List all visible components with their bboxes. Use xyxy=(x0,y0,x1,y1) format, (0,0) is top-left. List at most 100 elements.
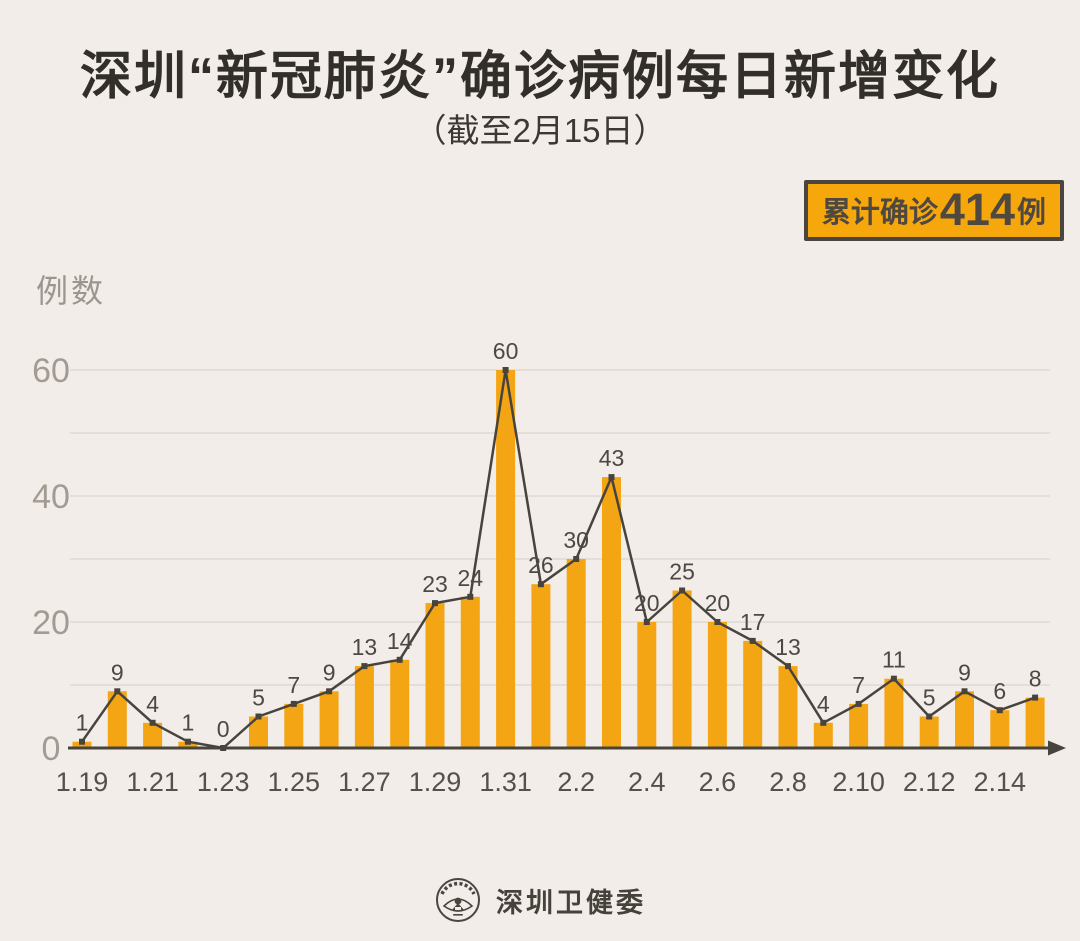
x-tick-label-1.21: 1.21 xyxy=(126,767,179,797)
data-label-1.28: 14 xyxy=(387,628,413,654)
data-label-1.21: 4 xyxy=(146,691,159,717)
cumulative-total-badge: 累计确诊 414 例 xyxy=(803,180,1064,241)
badge-prefix: 累计确诊 xyxy=(821,196,938,229)
marker-1.25 xyxy=(290,700,297,707)
data-label-1.30: 24 xyxy=(458,565,484,591)
data-label-2.13: 9 xyxy=(958,659,971,685)
data-label-2.12: 5 xyxy=(923,685,936,711)
bar-1.25 xyxy=(284,703,304,748)
data-label-1.29: 23 xyxy=(422,571,448,597)
bar-2.9 xyxy=(813,722,833,748)
x-tick-label-1.27: 1.27 xyxy=(338,767,391,797)
x-tick-label-1.31: 1.31 xyxy=(479,767,532,797)
bar-1.21 xyxy=(143,722,163,748)
marker-1.26 xyxy=(326,688,333,695)
data-label-1.22: 1 xyxy=(182,710,195,736)
bar-2.3 xyxy=(602,477,621,748)
bar-2.7 xyxy=(743,640,763,748)
marker-2.15 xyxy=(1032,694,1039,701)
data-label-2.5: 25 xyxy=(669,559,695,585)
x-tick-label-1.25: 1.25 xyxy=(268,767,321,797)
page-title: 深圳“新冠肺炎”确诊病例每日新增变化 xyxy=(79,48,1000,106)
bar-1.26 xyxy=(319,691,339,748)
y-tick-label-0: 0 xyxy=(42,730,61,768)
marker-2.13 xyxy=(961,688,968,695)
x-tick-label-2.6: 2.6 xyxy=(699,767,737,797)
bar-2.14 xyxy=(990,710,1010,748)
data-label-2.3: 43 xyxy=(599,445,625,471)
marker-2.6 xyxy=(714,619,721,625)
y-axis-unit-label: 例数 xyxy=(36,273,107,309)
marker-2.9 xyxy=(820,719,827,726)
marker-1.30 xyxy=(467,593,474,600)
marker-2.1 xyxy=(537,581,544,588)
footer: 深圳卫健委 xyxy=(0,876,1080,924)
marker-1.27 xyxy=(361,663,368,670)
bar-1.27 xyxy=(354,666,374,748)
x-tick-label-1.23: 1.23 xyxy=(197,767,250,797)
bar-2.6 xyxy=(707,622,727,748)
x-axis-arrow xyxy=(1048,740,1066,756)
marker-2.12 xyxy=(926,713,933,720)
data-label-1.25: 7 xyxy=(287,672,300,698)
bar-1.22 xyxy=(178,741,198,748)
bar-2.1 xyxy=(531,584,551,748)
szhc-seal-logo-icon xyxy=(436,878,480,922)
marker-2.2 xyxy=(573,556,580,562)
y-tick-label-20: 20 xyxy=(32,604,70,642)
marker-2.14 xyxy=(996,707,1003,714)
bar-2.5 xyxy=(672,590,692,748)
bar-2.15 xyxy=(1025,697,1045,748)
bar-2.10 xyxy=(849,703,869,748)
marker-1.21 xyxy=(149,719,156,726)
page-subtitle: （截至2月15日） xyxy=(413,112,667,149)
x-tick-label-2.10: 2.10 xyxy=(832,767,885,797)
marker-2.4 xyxy=(643,619,650,625)
x-tick-label-2.4: 2.4 xyxy=(628,767,666,797)
bar-2.11 xyxy=(884,678,904,748)
data-label-2.7: 17 xyxy=(740,609,766,635)
bar-2.13 xyxy=(955,691,974,748)
data-label-2.8: 13 xyxy=(775,634,801,660)
y-tick-label-40: 40 xyxy=(32,478,70,516)
marker-2.7 xyxy=(749,637,756,644)
data-label-1.20: 9 xyxy=(111,659,124,685)
marker-2.10 xyxy=(855,700,862,707)
data-label-1.26: 9 xyxy=(323,659,336,685)
marker-2.3 xyxy=(608,474,615,481)
badge-suffix: 例 xyxy=(1016,196,1046,229)
trend-line xyxy=(80,368,1036,750)
data-label-1.31: 60 xyxy=(493,338,519,364)
bar-1.29 xyxy=(425,603,445,748)
data-label-2.4: 20 xyxy=(634,590,660,616)
marker-1.23 xyxy=(220,745,227,751)
badge-total-value: 414 xyxy=(939,184,1015,235)
data-label-1.19: 1 xyxy=(76,710,89,736)
marker-1.29 xyxy=(432,600,438,607)
data-label-2.6: 20 xyxy=(705,590,731,616)
data-label-2.14: 6 xyxy=(993,678,1006,704)
bar-1.19 xyxy=(72,741,92,748)
marker-1.24 xyxy=(255,713,262,720)
x-tick-label-1.19: 1.19 xyxy=(56,767,109,797)
marker-1.28 xyxy=(396,656,403,663)
marker-1.31 xyxy=(502,367,509,373)
data-label-1.23: 0 xyxy=(217,716,230,742)
bar-2.8 xyxy=(778,666,798,748)
data-label-2.1: 26 xyxy=(528,552,554,578)
bar-2.2 xyxy=(566,559,586,748)
data-label-1.27: 13 xyxy=(352,634,378,660)
x-tick-label-2.2: 2.2 xyxy=(557,767,595,797)
marker-1.19 xyxy=(79,738,85,745)
data-label-2.2: 30 xyxy=(563,527,589,553)
bar-1.31 xyxy=(496,370,516,748)
data-label-1.24: 5 xyxy=(252,685,265,711)
data-label-2.15: 8 xyxy=(1029,666,1042,692)
data-label-2.10: 7 xyxy=(852,672,865,698)
bar-2.12 xyxy=(919,716,939,748)
bar-1.28 xyxy=(390,659,410,748)
marker-2.8 xyxy=(785,663,791,670)
marker-2.5 xyxy=(679,587,686,594)
